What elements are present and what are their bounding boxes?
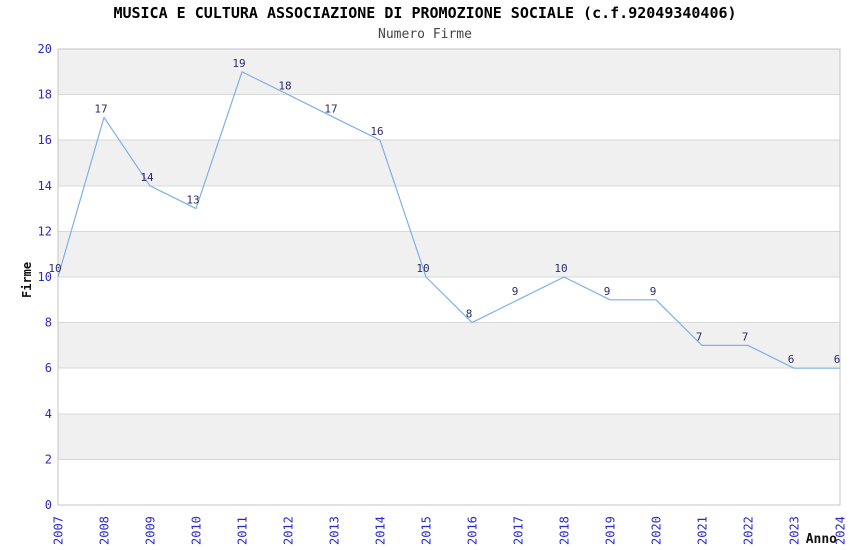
y-tick-label: 10 <box>38 270 52 284</box>
x-tick-label: 2019 <box>604 516 618 545</box>
data-label: 16 <box>370 125 383 138</box>
y-tick-label: 4 <box>45 407 52 421</box>
data-label: 6 <box>788 353 795 366</box>
data-label: 14 <box>140 171 154 184</box>
data-label: 9 <box>604 285 611 298</box>
data-label: 18 <box>278 80 291 93</box>
data-label: 9 <box>650 285 657 298</box>
data-label: 9 <box>512 285 519 298</box>
grid-band <box>58 140 840 186</box>
x-tick-label: 2023 <box>788 516 802 545</box>
x-tick-label: 2021 <box>696 516 710 545</box>
chart-title: MUSICA E CULTURA ASSOCIAZIONE DI PROMOZI… <box>113 4 737 22</box>
y-tick-label: 8 <box>45 316 52 330</box>
x-axis-title: Anno <box>805 532 837 547</box>
y-tick-label: 16 <box>38 133 52 147</box>
grid-band <box>58 413 840 460</box>
data-label: 8 <box>466 308 473 321</box>
data-label: 19 <box>232 57 245 70</box>
data-label: 17 <box>94 102 107 115</box>
x-tick-label: 2013 <box>328 516 342 545</box>
y-axis-title: Firme <box>20 261 34 298</box>
y-tick-label: 18 <box>38 88 52 102</box>
x-tick-label: 2010 <box>190 516 204 545</box>
data-label: 10 <box>554 262 567 275</box>
y-tick-label: 20 <box>38 42 52 56</box>
x-tick-label: 2014 <box>374 516 388 545</box>
x-tick-label: 2024 <box>834 516 848 545</box>
x-tick-label: 2022 <box>742 516 756 545</box>
x-tick-label: 2008 <box>98 516 112 545</box>
y-tick-label: 14 <box>38 179 52 193</box>
x-tick-label: 2020 <box>650 516 664 545</box>
x-tick-label: 2018 <box>558 516 572 545</box>
chart-subtitle: Numero Firme <box>378 27 472 42</box>
x-tick-label: 2012 <box>282 516 296 545</box>
data-label: 10 <box>48 262 61 275</box>
y-tick-label: 2 <box>45 452 52 466</box>
data-label: 10 <box>416 262 429 275</box>
x-tick-label: 2007 <box>52 516 66 545</box>
y-tick-label: 6 <box>45 361 52 375</box>
data-label: 7 <box>742 330 749 343</box>
grid-band <box>58 49 840 95</box>
grid-band <box>58 231 840 277</box>
x-tick-label: 2011 <box>236 516 250 545</box>
data-label: 6 <box>834 353 841 366</box>
x-tick-label: 2016 <box>466 516 480 545</box>
y-tick-label: 12 <box>38 224 52 238</box>
data-label: 13 <box>186 194 199 207</box>
x-tick-label: 2017 <box>512 516 526 545</box>
data-label: 7 <box>696 330 703 343</box>
x-tick-label: 2015 <box>420 516 434 545</box>
x-tick-label: 2009 <box>144 516 158 545</box>
series-line <box>57 71 840 369</box>
y-tick-label: 0 <box>45 498 52 512</box>
data-label: 17 <box>324 102 337 115</box>
